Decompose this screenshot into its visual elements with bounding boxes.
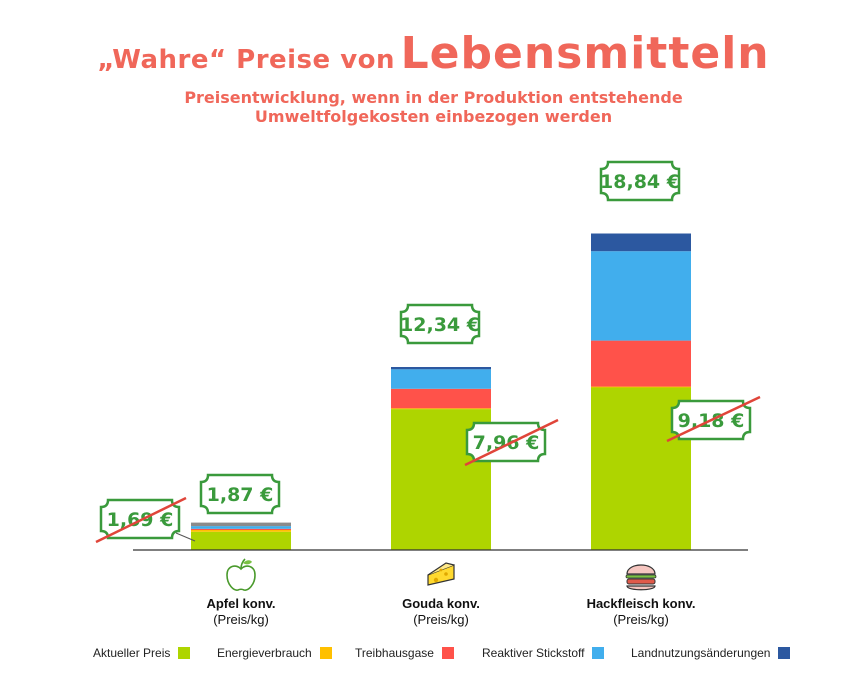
bar-segment-2-4 xyxy=(391,369,491,389)
category-unit: (Preis/kg) xyxy=(413,612,469,627)
legend-swatch xyxy=(778,647,791,659)
category-unit: (Preis/kg) xyxy=(213,612,269,627)
legend-item-landnutzungsaenderungen: Landnutzungsänderungen xyxy=(631,646,791,660)
bar-segment-1-5 xyxy=(191,522,291,527)
bar-segment-3-3 xyxy=(591,340,691,387)
cheese-hole xyxy=(444,572,448,576)
bar-segment-3-2 xyxy=(591,386,691,388)
category-label: Hackfleisch konv. xyxy=(587,596,696,611)
burger-lettuce xyxy=(625,574,657,579)
price-tag-frame xyxy=(599,160,681,202)
true-price-tag-2: 12,34 € xyxy=(399,303,481,345)
apple-leaf xyxy=(243,560,252,565)
legend-label: Treibhausgase xyxy=(355,646,434,660)
apple-icon xyxy=(226,558,256,591)
cheese-hole xyxy=(439,568,443,572)
legend-label: Aktueller Preis xyxy=(93,646,171,660)
current-price-tag-1: 1,69 € xyxy=(99,498,181,540)
cheese-icon xyxy=(427,562,455,586)
bar-segment-3-4 xyxy=(591,251,691,341)
tag-pointer-line xyxy=(175,532,196,542)
current-price-tag-2: 7,96 € xyxy=(465,421,547,463)
true-price-tag-3: 18,84 € xyxy=(599,160,681,202)
price-tag-label: 18,84 € xyxy=(600,171,680,193)
legend-swatch xyxy=(178,647,191,659)
category-label: Gouda konv. xyxy=(402,596,480,611)
strike-line-2 xyxy=(464,418,559,467)
legend-swatch xyxy=(441,647,454,659)
subtitle-line1: Preisentwicklung, wenn in der Produktion… xyxy=(184,88,683,107)
burger-patty xyxy=(626,578,656,585)
legend-swatch xyxy=(319,647,332,659)
bar-segment-1-2 xyxy=(191,530,291,532)
bar-segment-2-3 xyxy=(391,388,491,409)
bar-segment-2-5 xyxy=(391,367,491,370)
legend-label: Energieverbrauch xyxy=(217,646,312,660)
price-tag-frame xyxy=(399,303,481,345)
price-tag-frame xyxy=(199,473,281,515)
category-label: Apfel konv. xyxy=(206,596,275,611)
strike-line-3 xyxy=(666,395,761,443)
true-price-tag-1: 1,87 € xyxy=(199,473,281,515)
legend-item-aktueller-preis: Aktueller Preis xyxy=(93,646,191,660)
chart-title: „Wahre“ Preise von Lebensmitteln xyxy=(0,28,867,79)
legend-item-reaktiver-stickstoff: Reaktiver Stickstoff xyxy=(482,646,605,660)
burger-bun-bottom xyxy=(626,585,656,591)
burger-icon xyxy=(625,564,657,591)
legend: Aktueller Preis Energieverbrauch Treibha… xyxy=(0,646,867,670)
subtitle-line2: Umweltfolgekosten einbezogen werden xyxy=(254,107,613,126)
bar-segment-3-5 xyxy=(591,233,691,252)
title-part1: „Wahre“ Preise von xyxy=(97,45,396,75)
title-part2: Lebensmitteln xyxy=(400,28,770,79)
legend-item-treibhausgase: Treibhausgase xyxy=(355,646,454,660)
legend-label: Landnutzungsänderungen xyxy=(631,646,771,660)
bar-segment-2-2 xyxy=(391,408,491,410)
legend-item-energieverbrauch: Energieverbrauch xyxy=(217,646,332,660)
legend-label: Reaktiver Stickstoff xyxy=(482,646,585,660)
cheese-hole xyxy=(433,577,439,583)
bar-segment-1-1 xyxy=(191,531,291,550)
legend-swatch xyxy=(592,647,605,659)
category-unit: (Preis/kg) xyxy=(613,612,669,627)
bar-segment-1-4 xyxy=(191,526,291,529)
strike-line-1 xyxy=(95,496,187,544)
bar-segment-1-3 xyxy=(191,528,291,530)
price-tag-label: 1,87 € xyxy=(207,484,274,506)
price-tag-label: 12,34 € xyxy=(400,314,480,336)
chart-subtitle: Preisentwicklung, wenn in der Produktion… xyxy=(0,88,867,126)
apple-stem xyxy=(240,558,246,570)
apple-body xyxy=(226,565,256,591)
price-tag-label: 7,96 € xyxy=(473,432,540,454)
burger-bun-top xyxy=(626,564,656,575)
price-tag-frame xyxy=(99,498,181,540)
